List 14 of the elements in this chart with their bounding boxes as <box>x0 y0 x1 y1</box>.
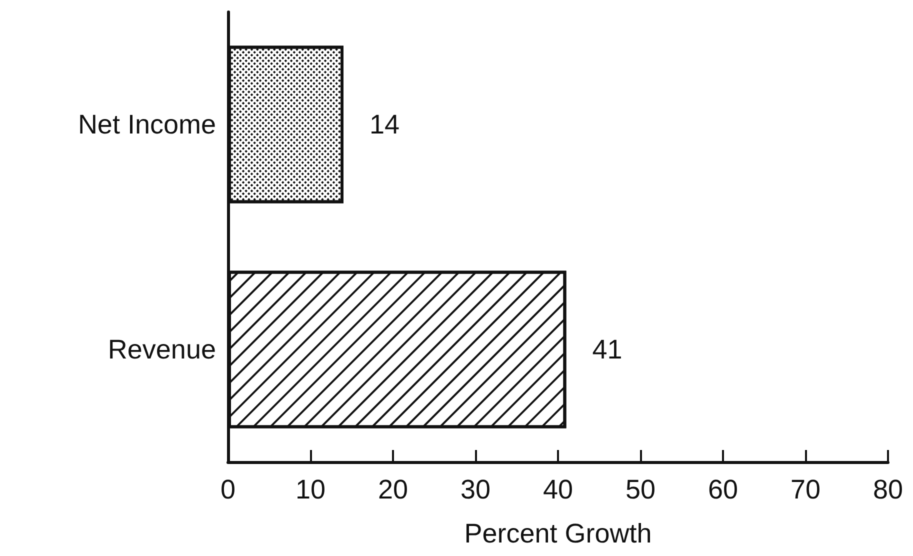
x-tick-label: 30 <box>460 474 491 504</box>
x-tick-label: 40 <box>542 474 574 504</box>
x-tick-label: 60 <box>708 474 738 504</box>
x-axis-title: Percent Growth <box>464 518 652 548</box>
x-tick-label: 50 <box>625 474 656 504</box>
data-label: 14 <box>370 110 400 140</box>
x-tick-label: 20 <box>378 474 408 504</box>
x-tick-label: 80 <box>872 474 904 504</box>
x-tick-label: 10 <box>295 474 326 504</box>
x-tick-label: 0 <box>220 474 236 504</box>
x-tick-label: 70 <box>790 474 821 504</box>
data-label: 41 <box>592 334 622 364</box>
y-tick-label: Net Income <box>78 110 216 140</box>
y-tick-label: Revenue <box>108 334 216 364</box>
